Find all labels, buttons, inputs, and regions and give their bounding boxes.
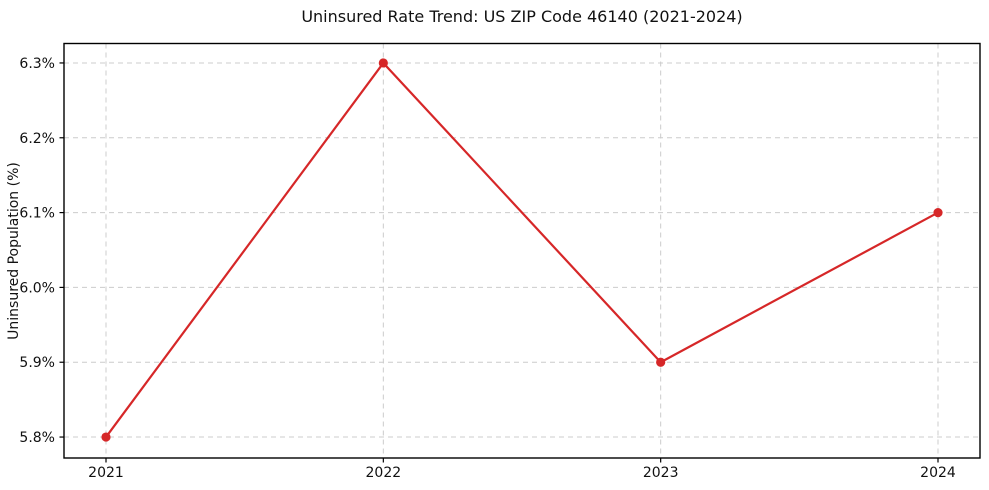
y-tick-label: 6.1% (19, 206, 55, 222)
data-point-marker (101, 432, 111, 442)
y-tick-label: 5.8% (19, 430, 55, 446)
chart-title: Uninsured Rate Trend: US ZIP Code 46140 … (301, 7, 743, 26)
y-tick-label: 5.9% (19, 355, 55, 371)
x-tick-label: 2023 (643, 465, 679, 481)
x-tick-label: 2024 (920, 465, 956, 481)
y-tick-label: 6.2% (19, 131, 55, 147)
y-tick-label: 6.0% (19, 280, 55, 296)
trend-line (104, 61, 940, 439)
data-point-marker (378, 58, 388, 68)
x-tick-label: 2021 (88, 465, 124, 481)
data-point-marker (933, 207, 943, 218)
axes-spines (63, 42, 981, 459)
y-tick-label: 6.3% (19, 56, 55, 72)
x-tick-label: 2022 (366, 465, 402, 481)
data-point-marker (656, 357, 666, 367)
